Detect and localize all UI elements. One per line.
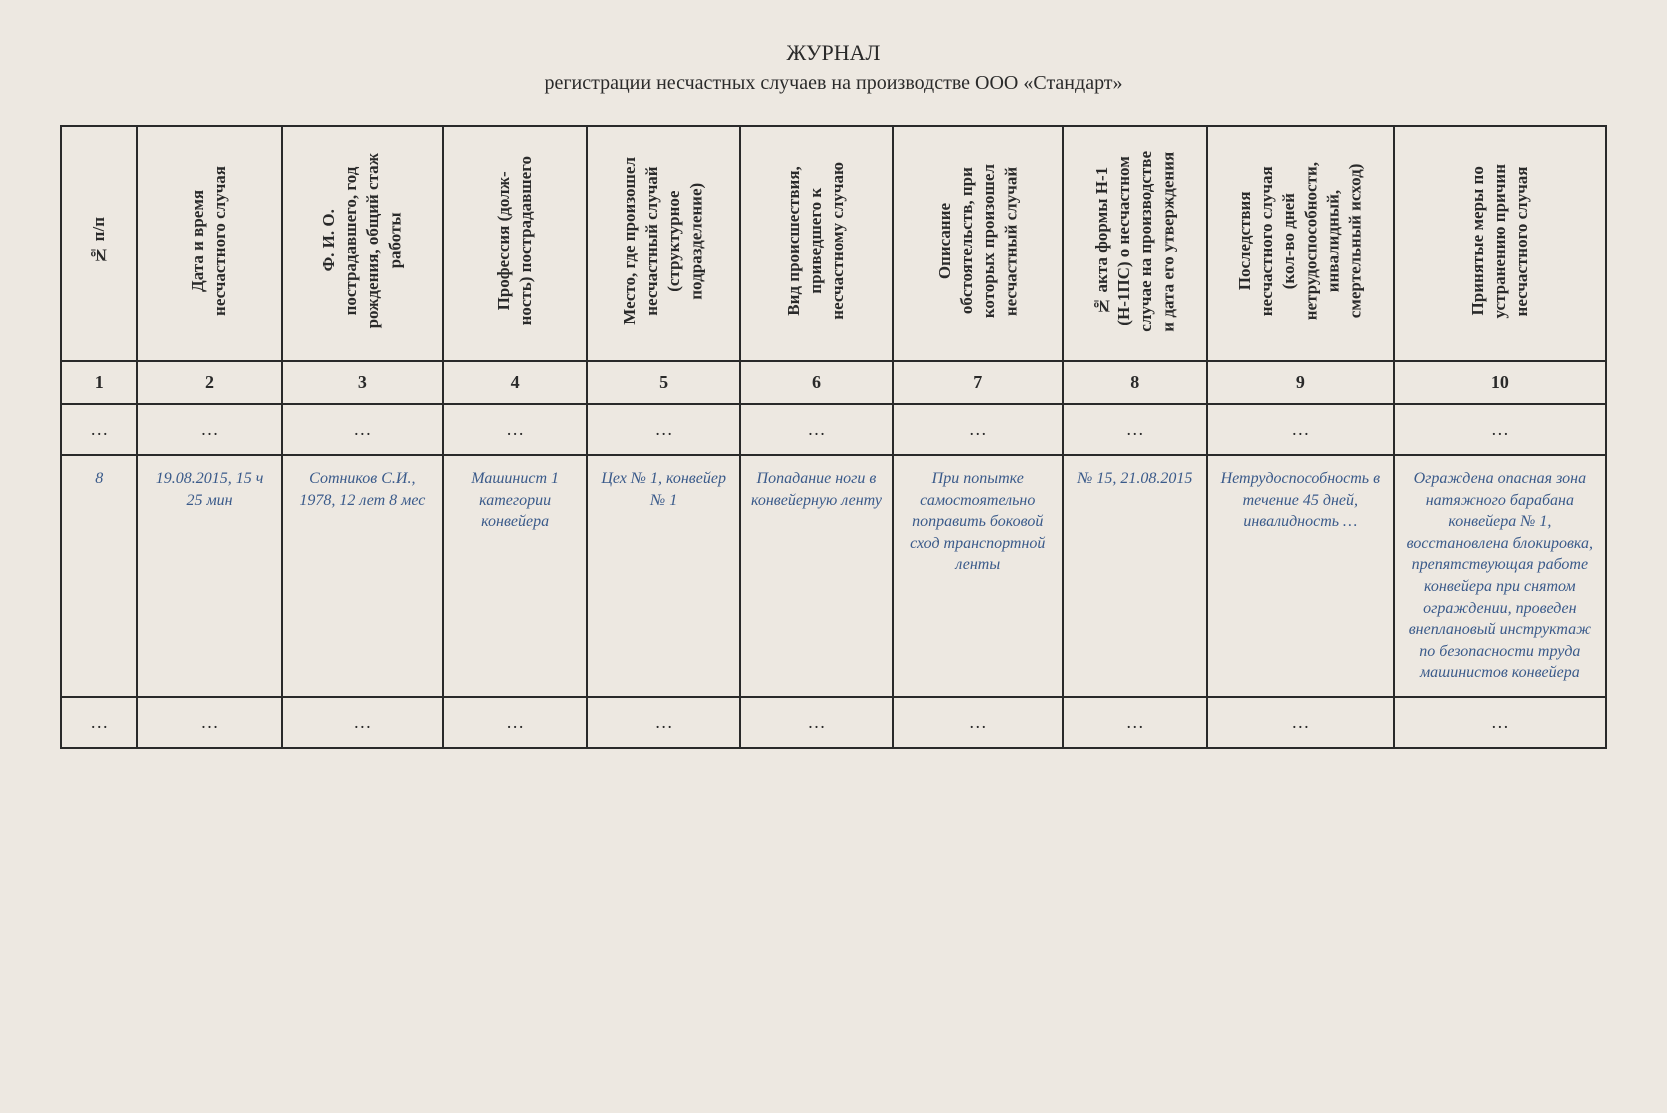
data-c1: 8 [61,455,137,697]
ellipsis-cell: … [137,404,281,455]
title-sub: регистрации несчастных случаев на произв… [60,72,1607,95]
title-main: ЖУРНАЛ [60,40,1607,66]
ellipsis-row-after: … … … … … … … … … … [61,697,1606,748]
colnum-2: 2 [137,361,281,404]
ellipsis-cell: … [587,697,740,748]
colnum-7: 7 [893,361,1063,404]
data-c2: 19.08.2015, 15 ч 25 мин [137,455,281,697]
ellipsis-cell: … [1207,404,1394,455]
colnum-9: 9 [1207,361,1394,404]
ellipsis-cell: … [443,404,587,455]
header-col-6: Вид происшествия,приведшего кнесчастному… [740,126,893,361]
header-col-7: Описаниеобстоятельств, прикоторых произо… [893,126,1063,361]
data-row-8: 8 19.08.2015, 15 ч 25 мин Сотников С.И.,… [61,455,1606,697]
column-number-row: 1 2 3 4 5 6 7 8 9 10 [61,361,1606,404]
ellipsis-cell: … [740,697,893,748]
header-col-2: Дата и времянесчастного случая [137,126,281,361]
colnum-10: 10 [1394,361,1606,404]
data-c5: Цех № 1, конвейер № 1 [587,455,740,697]
ellipsis-cell: … [587,404,740,455]
ellipsis-cell: … [1394,697,1606,748]
header-col-9: Последствиянесчастного случая(кол-во дне… [1207,126,1394,361]
ellipsis-cell: … [1063,697,1207,748]
ellipsis-cell: … [893,697,1063,748]
ellipsis-cell: … [893,404,1063,455]
header-col-1: № п/п [61,126,137,361]
colnum-5: 5 [587,361,740,404]
data-c7: При попытке самостоя­тельно поправить бо… [893,455,1063,697]
header-row: № п/п Дата и времянесчастного случая Ф. … [61,126,1606,361]
ellipsis-row-before: … … … … … … … … … … [61,404,1606,455]
ellipsis-cell: … [1063,404,1207,455]
ellipsis-cell: … [740,404,893,455]
title-block: ЖУРНАЛ регистрации несчастных случаев на… [60,40,1607,95]
data-c4: Машинист 1 категории конвейера [443,455,587,697]
ellipsis-cell: … [1394,404,1606,455]
header-col-5: Место, где произошелнесчастный случай(ст… [587,126,740,361]
header-col-8: № акта формы Н-1(Н-1ПС) о несчастномслуч… [1063,126,1207,361]
ellipsis-cell: … [137,697,281,748]
colnum-6: 6 [740,361,893,404]
ellipsis-cell: … [282,697,443,748]
header-col-3: Ф. И. О.пострадавшего, годрождения, общи… [282,126,443,361]
data-c10: Ограждена опасная зона натяжного барабан… [1394,455,1606,697]
data-c3: Сотников С.И., 1978, 12 лет 8 мес [282,455,443,697]
ellipsis-cell: … [61,404,137,455]
accident-journal-table: № п/п Дата и времянесчастного случая Ф. … [60,125,1607,749]
ellipsis-cell: … [61,697,137,748]
ellipsis-cell: … [1207,697,1394,748]
colnum-1: 1 [61,361,137,404]
ellipsis-cell: … [282,404,443,455]
header-col-4: Профессия (долж-ность) пострадавшего [443,126,587,361]
ellipsis-cell: … [443,697,587,748]
colnum-4: 4 [443,361,587,404]
data-c9: Нетрудоспособ­ность в течение 45 дней, и… [1207,455,1394,697]
data-c6: Попадание ноги в конвейер­ную ленту [740,455,893,697]
header-col-10: Принятые меры поустранению причиннесчаст… [1394,126,1606,361]
colnum-3: 3 [282,361,443,404]
data-c8: № 15, 21.08.2015 [1063,455,1207,697]
colnum-8: 8 [1063,361,1207,404]
